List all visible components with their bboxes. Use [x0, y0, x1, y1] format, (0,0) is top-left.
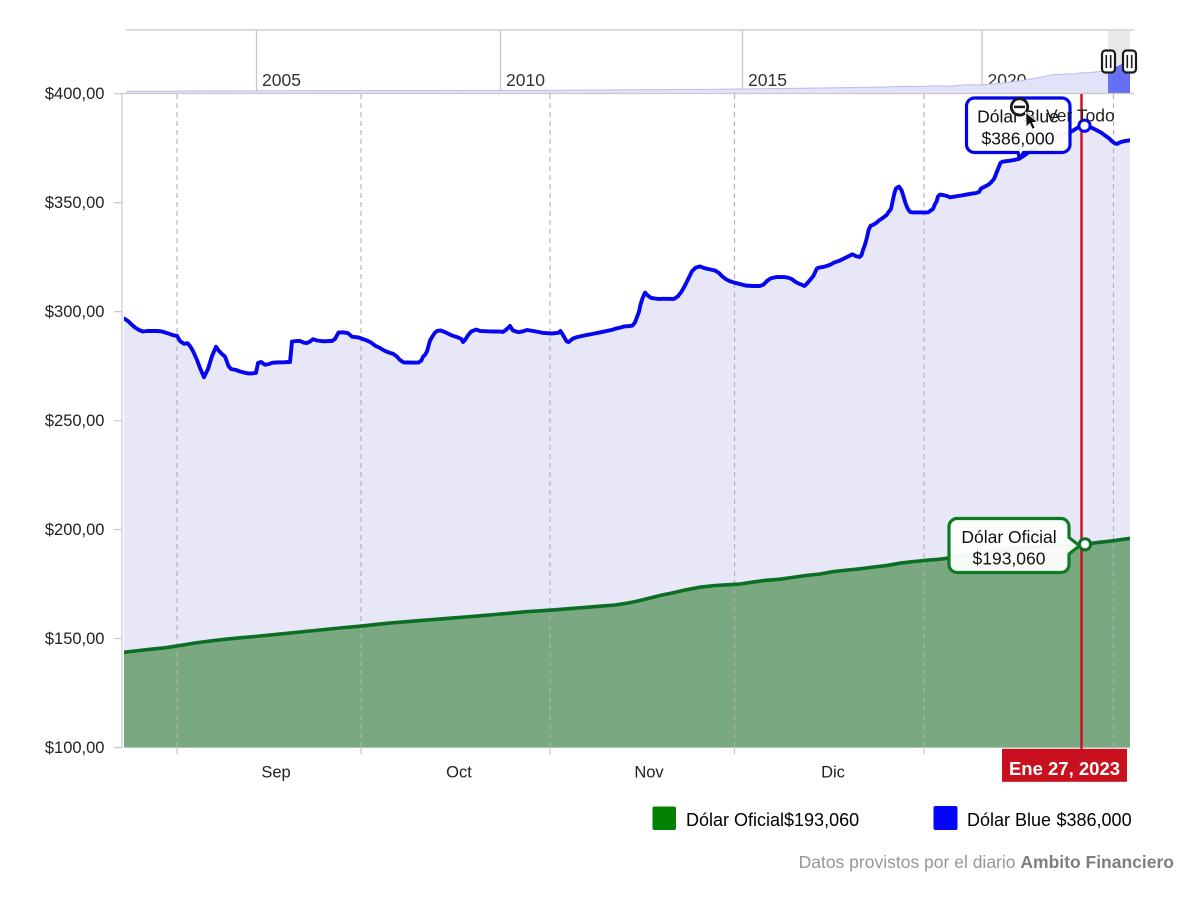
svg-text:Dólar Oficial: Dólar Oficial [961, 527, 1056, 547]
svg-text:$386,000: $386,000 [1057, 810, 1132, 830]
svg-text:$150,00: $150,00 [45, 630, 105, 648]
svg-text:$193,060: $193,060 [973, 549, 1046, 569]
svg-text:Dólar Blue: Dólar Blue [977, 107, 1059, 127]
svg-text:2015: 2015 [748, 70, 787, 90]
svg-text:Dólar Blue: Dólar Blue [967, 810, 1051, 830]
svg-text:$250,00: $250,00 [45, 412, 105, 430]
svg-text:$100,00: $100,00 [45, 739, 105, 757]
svg-text:Nov: Nov [634, 764, 664, 782]
svg-text:$300,00: $300,00 [45, 303, 105, 321]
svg-text:Ene 27, 2023: Ene 27, 2023 [1009, 758, 1120, 779]
svg-text:2005: 2005 [262, 70, 301, 90]
svg-text:Dic: Dic [821, 764, 845, 782]
svg-text:$400,00: $400,00 [45, 85, 105, 103]
svg-text:Sep: Sep [261, 764, 290, 782]
svg-text:Ver Todo: Ver Todo [1046, 106, 1115, 126]
svg-text:$200,00: $200,00 [45, 521, 105, 539]
svg-text:$350,00: $350,00 [45, 194, 105, 212]
svg-text:Datos provistos por el diario: Datos provistos por el diario Ambito Fin… [799, 852, 1174, 872]
svg-text:2010: 2010 [506, 70, 545, 90]
svg-text:Dólar Oficial$193,060: Dólar Oficial$193,060 [686, 810, 859, 830]
svg-text:$386,000: $386,000 [982, 129, 1055, 149]
svg-text:Oct: Oct [446, 764, 472, 782]
